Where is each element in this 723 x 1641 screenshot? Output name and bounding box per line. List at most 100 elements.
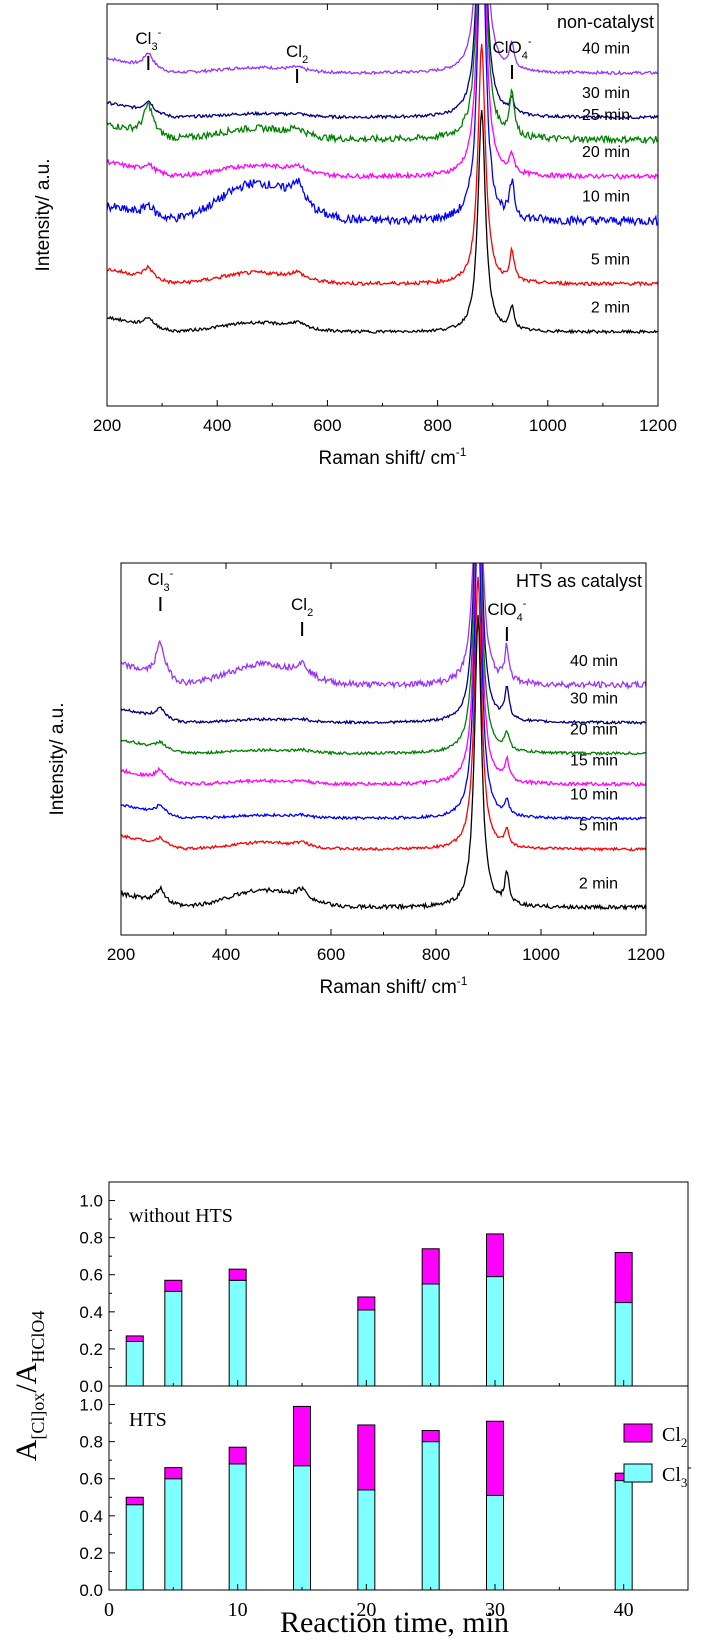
spectrum-line xyxy=(121,563,646,756)
y-tick-label: 0.4 xyxy=(79,1303,103,1322)
bar-cl3 xyxy=(228,1463,247,1591)
x-axis-label: Raman shift/ cm-1 xyxy=(319,445,467,469)
series-label: 10 min xyxy=(582,189,630,206)
spectrum-line xyxy=(121,563,646,821)
series-label: 25 min xyxy=(582,107,630,124)
spectrum-line xyxy=(107,4,658,145)
bar-cl2 xyxy=(125,1335,144,1342)
spectrum-line xyxy=(107,43,658,288)
y-tick-label: 0.6 xyxy=(79,1470,103,1489)
bar-cl3 xyxy=(357,1489,376,1591)
x-axis-label: Reaction time, min xyxy=(280,1606,509,1639)
spectra-curves xyxy=(121,563,646,912)
series-label: 2 min xyxy=(579,875,618,892)
series-label: 5 min xyxy=(579,817,618,834)
bar-cl3 xyxy=(164,1290,183,1387)
series-label: 10 min xyxy=(570,787,618,804)
x-tick-label: 800 xyxy=(422,945,450,964)
bar-cl3 xyxy=(421,1441,440,1591)
peak-annotation: Cl3- xyxy=(147,568,173,594)
x-tick-label: 20 xyxy=(356,1599,376,1621)
bar-cl2 xyxy=(486,1233,504,1278)
x-tick-label: 400 xyxy=(203,416,231,435)
bar-cl2 xyxy=(357,1296,376,1311)
bar-cl2 xyxy=(125,1496,144,1506)
spectra-curves xyxy=(107,4,658,335)
peak-annotation: ClO4- xyxy=(492,36,531,62)
plot-frame xyxy=(106,3,659,407)
bar-cl2 xyxy=(164,1279,183,1292)
series-label: 30 min xyxy=(582,85,630,102)
x-tick-label: 1000 xyxy=(529,416,567,435)
spectrum-line xyxy=(121,563,646,787)
bar-cl3 xyxy=(228,1279,247,1387)
series-label: 20 min xyxy=(570,721,618,738)
y-tick-label: 0.8 xyxy=(79,1229,103,1248)
spectrum-line xyxy=(121,563,646,690)
bar-panel-label: HTS xyxy=(129,1409,167,1431)
legend-label: Cl3- xyxy=(662,1459,692,1490)
spectrum-line xyxy=(121,576,646,852)
peak-annotation: Cl3- xyxy=(135,27,161,53)
y-tick-label: 0.2 xyxy=(79,1544,103,1563)
legend-swatch xyxy=(623,1463,653,1483)
x-tick-label: 600 xyxy=(317,945,345,964)
bar-cl2 xyxy=(486,1420,504,1496)
y-tick-label: 1.0 xyxy=(79,1396,103,1415)
y-tick-label: 0.8 xyxy=(79,1433,103,1452)
bar-cl2 xyxy=(421,1248,440,1285)
panel-label: non-catalyst xyxy=(557,12,654,32)
panel-label: HTS as catalyst xyxy=(516,571,642,591)
series-label: 15 min xyxy=(570,752,618,769)
peak-annotation: Cl2 xyxy=(291,595,313,619)
spectrum-line xyxy=(107,4,658,181)
series-label: 2 min xyxy=(591,299,630,316)
x-tick-label: 600 xyxy=(313,416,341,435)
x-tick-label: 200 xyxy=(107,945,135,964)
ratio-bar-charts: 0.0 0.2 0.4 0.6 0.8 1.0 without HTS 0.0 0.2 0.4 0.… xyxy=(10,1181,692,1639)
x-axis-label: Raman shift/ cm-1 xyxy=(320,974,468,998)
x-tick-label: 400 xyxy=(212,945,240,964)
x-tick-label: 10 xyxy=(228,1599,248,1621)
bar-cl3 xyxy=(614,1302,633,1387)
spectrum-line xyxy=(121,614,646,912)
y-axis-label: A[Cl]ox/AHClO4 xyxy=(10,1311,48,1462)
peak-annotation: ClO4- xyxy=(487,598,526,624)
bar-cl2 xyxy=(228,1268,247,1281)
x-tick-label: 30 xyxy=(485,1599,505,1621)
series-label: 5 min xyxy=(591,251,630,268)
legend-label: Cl2 xyxy=(662,1424,687,1450)
y-tick-label: 0.2 xyxy=(79,1340,103,1359)
y-axis-label: Intensity/ a.u. xyxy=(33,158,54,271)
x-tick-label: 1200 xyxy=(639,416,677,435)
y-tick-label: 1.0 xyxy=(79,1192,103,1211)
bar-cl2 xyxy=(164,1467,183,1480)
bar-cl3 xyxy=(357,1309,376,1387)
bar-cl2 xyxy=(421,1430,440,1443)
bar-panel-label: without HTS xyxy=(129,1205,233,1227)
x-tick-label: 0 xyxy=(104,1599,114,1621)
bar-cl3 xyxy=(164,1478,183,1591)
series-label: 40 min xyxy=(582,41,630,58)
x-tick-label: 1200 xyxy=(627,945,665,964)
series-label: 30 min xyxy=(570,691,618,708)
bar-cl3 xyxy=(125,1340,144,1387)
spectrum-line xyxy=(107,4,658,120)
peak-annotation: Cl2 xyxy=(286,42,308,66)
spectrum-line xyxy=(107,4,658,227)
y-axis-label: Intensity/ a.u. xyxy=(47,702,68,815)
bar-cl2 xyxy=(293,1405,311,1467)
raman-spectra-non-catalyst: 40 min 30 min 25 min 20 min 10 min 5 min 2 min… xyxy=(33,3,677,469)
plot-frame xyxy=(120,562,647,936)
bar-cl3 xyxy=(486,1494,504,1591)
x-tick-label: 800 xyxy=(423,416,451,435)
x-tick-label: 200 xyxy=(93,416,121,435)
bar-cl3 xyxy=(125,1504,144,1591)
y-tick-label: 0.4 xyxy=(79,1507,103,1526)
bar-cl3 xyxy=(421,1283,440,1387)
spectrum-line xyxy=(107,109,658,335)
y-tick-label: 0.0 xyxy=(79,1377,103,1396)
legend-swatch xyxy=(623,1423,653,1443)
series-label: 40 min xyxy=(570,653,618,670)
